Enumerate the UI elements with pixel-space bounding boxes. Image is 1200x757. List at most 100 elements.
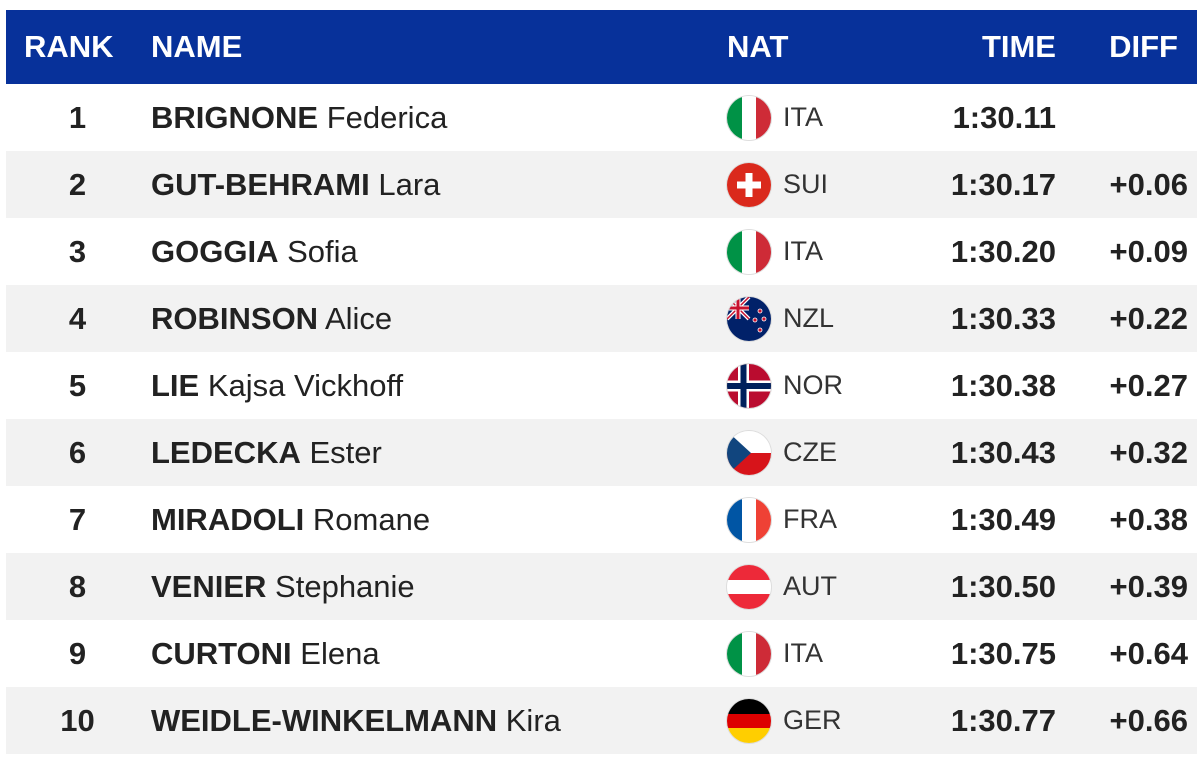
rank-cell: 8 [68, 568, 87, 604]
athlete-surname: GUT-BEHRAMI [151, 166, 370, 202]
rank-cell: 4 [68, 300, 87, 336]
nation-cell: GER [721, 698, 886, 743]
athlete-surname: VENIER [151, 568, 267, 604]
athlete-surname: GOGGIA [151, 233, 279, 269]
nation-cell: AUT [721, 564, 886, 609]
athlete-surname: ROBINSON [151, 300, 319, 336]
table-row: 6 LEDECKA Ester CZE 1:30.43 +0.32 [6, 419, 1197, 486]
athlete-firstname: Kira [505, 702, 561, 738]
austria-flag-icon [727, 564, 771, 609]
athlete-surname: MIRADOLI [151, 501, 305, 537]
time-cell: 1:30.50 [950, 568, 1056, 604]
athlete-surname: CURTONI [151, 635, 292, 671]
name-cell: CURTONI Elena [141, 636, 721, 672]
new-zealand-flag-icon [727, 296, 771, 341]
diff-cell: +0.64 [1109, 635, 1188, 671]
nation-cell: ITA [721, 631, 886, 676]
name-cell: ROBINSON Alice [141, 301, 721, 337]
header-name: NAME [151, 29, 243, 64]
name-cell: LEDECKA Ester [141, 435, 721, 471]
nation-code: GER [783, 705, 842, 735]
diff-cell: +0.38 [1109, 501, 1188, 537]
table-row: 2 GUT-BEHRAMI Lara SUI 1:30.17 +0.06 [6, 151, 1197, 218]
name-cell: BRIGNONE Federica [141, 100, 721, 136]
time-cell: 1:30.49 [950, 501, 1056, 537]
nation-code: CZE [783, 437, 837, 467]
nation-code: ITA [783, 638, 823, 668]
athlete-firstname: Romane [312, 501, 431, 537]
diff-cell: +0.66 [1109, 702, 1188, 738]
time-cell: 1:30.20 [950, 233, 1056, 269]
nation-cell: NOR [721, 363, 886, 408]
athlete-firstname: Sofia [287, 233, 358, 269]
time-cell: 1:30.77 [950, 702, 1056, 738]
rank-cell: 6 [68, 434, 87, 470]
germany-flag-icon [727, 698, 771, 743]
time-cell: 1:30.11 [952, 99, 1056, 135]
time-cell: 1:30.75 [950, 635, 1056, 671]
nation-code: FRA [783, 504, 837, 534]
table-row: 1 BRIGNONE Federica ITA 1:30.11 [6, 84, 1197, 151]
norway-flag-icon [727, 363, 771, 408]
nation-code: NOR [783, 370, 843, 400]
athlete-firstname: Federica [326, 99, 448, 135]
name-cell: GOGGIA Sofia [141, 234, 721, 270]
time-cell: 1:30.17 [950, 166, 1056, 202]
header-nat: NAT [727, 29, 789, 64]
athlete-surname: BRIGNONE [151, 99, 319, 135]
nation-cell: NZL [721, 296, 886, 341]
time-cell: 1:30.38 [950, 367, 1056, 403]
name-cell: LIE Kajsa Vickhoff [141, 368, 721, 404]
athlete-firstname: Ester [309, 434, 382, 470]
nation-code: ITA [783, 102, 823, 132]
rank-cell: 7 [68, 501, 87, 537]
diff-cell: +0.09 [1109, 233, 1188, 269]
rank-cell: 10 [60, 702, 95, 738]
nation-cell: ITA [721, 95, 886, 140]
nation-cell: CZE [721, 430, 886, 475]
nation-cell: SUI [721, 162, 886, 207]
header-diff: DIFF [1109, 29, 1178, 64]
table-row: 9 CURTONI Elena ITA 1:30.75 +0.64 [6, 620, 1197, 687]
results-table: RANK NAME NAT TIME DIFF 1 BRIGNONE Federi… [6, 10, 1197, 754]
nation-code: NZL [783, 303, 835, 333]
rank-cell: 1 [68, 99, 87, 135]
italy-flag-icon [727, 229, 771, 274]
czech-flag-icon [727, 430, 771, 475]
athlete-firstname: Kajsa Vickhoff [207, 367, 404, 403]
diff-cell: +0.06 [1109, 166, 1188, 202]
italy-flag-icon [727, 631, 771, 676]
name-cell: GUT-BEHRAMI Lara [141, 167, 721, 203]
table-row: 4 ROBINSON Alice NZL 1:30.33 +0.22 [6, 285, 1197, 352]
athlete-firstname: Stephanie [275, 568, 415, 604]
athlete-surname: WEIDLE-WINKELMANN [151, 702, 498, 738]
athlete-surname: LIE [151, 367, 200, 403]
athlete-firstname: Elena [300, 635, 380, 671]
time-cell: 1:30.33 [950, 300, 1056, 336]
rank-cell: 3 [68, 233, 87, 269]
italy-flag-icon [727, 95, 771, 140]
name-cell: WEIDLE-WINKELMANN Kira [141, 703, 721, 739]
table-header: RANK NAME NAT TIME DIFF [6, 10, 1197, 84]
table-row: 5 LIE Kajsa Vickhoff NOR 1:30.38 +0.27 [6, 352, 1197, 419]
table-row: 10 WEIDLE-WINKELMANN Kira GER 1:30.77 +0.66 [6, 687, 1197, 754]
table-row: 3 GOGGIA Sofia ITA 1:30.20 +0.09 [6, 218, 1197, 285]
header-time: TIME [981, 29, 1056, 64]
nation-cell: FRA [721, 497, 886, 542]
rank-cell: 5 [68, 367, 87, 403]
rank-cell: 2 [68, 166, 87, 202]
nation-cell: ITA [721, 229, 886, 274]
header-rank: RANK [24, 29, 114, 64]
athlete-surname: LEDECKA [151, 434, 301, 470]
athlete-firstname: Lara [378, 166, 441, 202]
table-row: 7 MIRADOLI Romane FRA 1:30.49 +0.38 [6, 486, 1197, 553]
france-flag-icon [727, 497, 771, 542]
name-cell: MIRADOLI Romane [141, 502, 721, 538]
table-row: 8 VENIER Stephanie AUT 1:30.50 +0.39 [6, 553, 1197, 620]
diff-cell: +0.27 [1109, 367, 1188, 403]
diff-cell: +0.39 [1109, 568, 1188, 604]
diff-cell: +0.22 [1109, 300, 1188, 336]
nation-code: SUI [783, 169, 829, 199]
nation-code: AUT [783, 571, 837, 601]
switzerland-flag-icon [727, 162, 771, 207]
